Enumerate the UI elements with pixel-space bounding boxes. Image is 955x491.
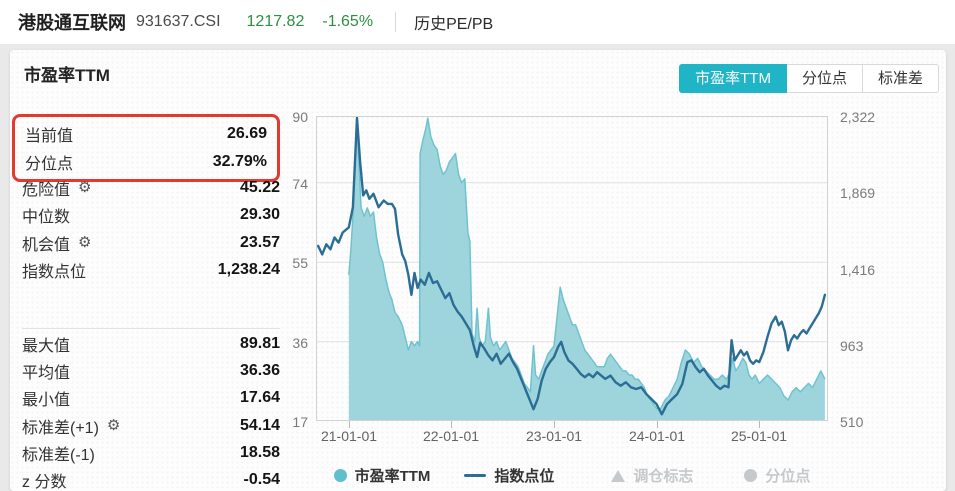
metric-tabs: 市盈率TTM 分位点 标准差 <box>679 64 939 93</box>
row-value: 32.79% <box>212 153 267 170</box>
row-value: 17.64 <box>239 389 280 407</box>
legend-label: 分位点 <box>765 468 811 485</box>
row-label: 最大值 <box>22 337 71 355</box>
pe-area-marker-icon <box>333 469 347 482</box>
header-bar: 港股通互联网 931637.CSI 1217.82 -1.65% 历史PE/PB <box>0 0 955 44</box>
legend-rebalance-flag[interactable]: 调仓标志 <box>611 465 693 486</box>
row-value: 26.69 <box>226 125 267 142</box>
legend-label: 市盈率TTM <box>354 468 431 485</box>
row-label: 分位点 <box>25 156 74 173</box>
tab-pe-ttm[interactable]: 市盈率TTM <box>679 64 787 93</box>
tab-stddev[interactable]: 标准差 <box>861 64 939 93</box>
y-right-tick: 1,869 <box>840 185 876 201</box>
row-value: 18.58 <box>239 443 280 461</box>
tab-percentile[interactable]: 分位点 <box>785 64 863 93</box>
row-label: 危险值 <box>22 181 71 199</box>
x-axis-label: 25-01-01 <box>730 428 788 444</box>
row-label: 平均值 <box>22 364 71 382</box>
x-tick-mark <box>554 421 555 428</box>
x-tick-mark <box>657 421 658 428</box>
row-value: 45.22 <box>239 178 280 196</box>
row-label: 标准差(-1) <box>22 446 95 464</box>
gear-icon[interactable]: ⚙ <box>78 234 92 252</box>
y-left-tick: 90 <box>292 109 308 125</box>
row-label: 最小值 <box>22 392 71 410</box>
legend-label: 调仓标志 <box>633 468 694 485</box>
x-tick-mark <box>759 421 760 428</box>
gear-icon[interactable]: ⚙ <box>78 179 92 197</box>
row-value: 1,238.24 <box>217 261 280 279</box>
row-current-value: 当前值 26.69 <box>25 120 267 148</box>
row-value: 89.81 <box>239 334 280 352</box>
y-right-tick: 2,322 <box>840 109 876 125</box>
row-label: 中位数 <box>22 209 71 227</box>
y-right-tick: 963 <box>840 338 864 354</box>
row-mean: 平均值 36.36 <box>22 357 280 384</box>
row-max: 最大值 89.81 <box>22 330 280 357</box>
row-index-level: 指数点位 1,238.24 <box>22 257 280 285</box>
row-label: 机会值 <box>22 236 71 254</box>
legend-percentile[interactable]: 分位点 <box>744 465 810 486</box>
x-axis-label: 22-01-01 <box>422 428 480 444</box>
triangle-marker-icon <box>611 469 626 482</box>
row-label: 当前值 <box>25 128 74 145</box>
stats-group-1: 危险值 ⚙ 45.22 中位数 29.30 机会值 ⚙ 23.57 指数点位 1… <box>22 174 280 284</box>
current-value-highlight-box: 当前值 26.69 分位点 32.79% <box>12 114 280 182</box>
index-code: 931637.CSI <box>136 13 221 30</box>
row-danger-value: 危险值 ⚙ 45.22 <box>22 174 280 202</box>
row-min: 最小值 17.64 <box>22 385 280 412</box>
row-value: -0.54 <box>243 471 280 489</box>
gear-icon[interactable]: ⚙ <box>106 417 121 435</box>
index-line-marker-icon <box>464 474 487 477</box>
row-value: 29.30 <box>239 206 280 224</box>
row-stddev-minus1: 标准差(-1) 18.58 <box>22 439 280 466</box>
y-left-tick: 55 <box>292 255 308 271</box>
row-label: 标准差(+1) <box>22 419 99 437</box>
legend-label: 指数点位 <box>494 468 555 485</box>
index-change: -1.65% <box>322 13 374 30</box>
row-stddev-plus1: 标准差(+1) ⚙ 54.14 <box>22 412 280 439</box>
x-axis-label: 21-01-01 <box>320 428 378 444</box>
history-pe-pb-link[interactable]: 历史PE/PB <box>414 16 494 33</box>
pe-index-chart-plot[interactable] <box>316 116 828 421</box>
y-right-tick: 510 <box>840 414 864 430</box>
row-value: 36.36 <box>239 361 280 379</box>
row-value: 54.14 <box>239 416 280 434</box>
row-percentile: 分位点 32.79% <box>25 148 267 176</box>
row-median: 中位数 29.30 <box>22 202 280 230</box>
row-value: 23.57 <box>239 233 280 251</box>
stats-group-2: 最大值 89.81 平均值 36.36 最小值 17.64 标准差(+1) ⚙ … <box>22 328 280 491</box>
row-label: z 分数 <box>22 474 67 491</box>
header-divider <box>395 12 397 32</box>
y-right-tick: 1,416 <box>840 262 876 278</box>
pe-ttm-card: 市盈率TTM 市盈率TTM 分位点 标准差 当前值 26.69 分位点 32.7… <box>10 50 946 491</box>
row-opportunity-value: 机会值 ⚙ 23.57 <box>22 229 280 257</box>
x-axis-label: 23-01-01 <box>525 428 583 444</box>
x-axis-label: 24-01-01 <box>628 428 686 444</box>
row-label: 指数点位 <box>22 264 87 282</box>
index-price: 1217.82 <box>246 13 305 30</box>
chart-legend: 市盈率TTM 指数点位 调仓标志 分位点 <box>316 465 828 486</box>
index-name: 港股通互联网 <box>18 13 126 33</box>
y-left-tick: 17 <box>292 414 308 430</box>
y-left-tick: 74 <box>292 176 308 192</box>
legend-index-level[interactable]: 指数点位 <box>464 465 554 486</box>
y-left-tick: 36 <box>292 335 308 351</box>
row-z-score: z 分数 -0.54 <box>22 466 280 491</box>
legend-pe-ttm[interactable]: 市盈率TTM <box>333 465 431 486</box>
panel-title: 市盈率TTM <box>24 66 110 85</box>
percentile-marker-icon <box>744 469 758 482</box>
x-tick-mark <box>451 421 452 428</box>
x-tick-mark <box>349 421 350 428</box>
